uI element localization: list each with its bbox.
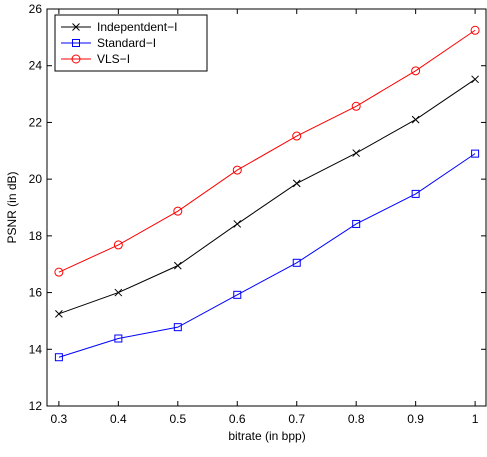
series-1 — [54, 149, 480, 362]
x-tick-label: 0.4 — [110, 412, 127, 426]
y-axis-label: PSNR (in dB) — [5, 171, 19, 243]
data-point-b — [352, 149, 361, 157]
x-axis-label: bitrate (in bpp) — [228, 429, 305, 443]
x-tick-label: 0.6 — [229, 412, 246, 426]
data-point — [114, 334, 123, 343]
legend-label: Indepentdent−I — [97, 20, 177, 34]
x-tick-label: 1 — [472, 412, 479, 426]
x-tick-label: 0.8 — [348, 412, 365, 426]
data-point — [233, 290, 242, 299]
y-tick-label: 22 — [29, 115, 43, 129]
series-line — [58, 153, 476, 358]
plot-frame — [46, 8, 487, 407]
legend-label: Standard−I — [97, 36, 156, 50]
y-tick-label: 14 — [29, 342, 43, 356]
data-point — [292, 131, 302, 141]
data-point — [352, 219, 361, 228]
data-point — [173, 323, 182, 332]
series-line — [58, 78, 476, 315]
legend-label: VLS−I — [97, 52, 130, 66]
y-tick-label: 20 — [29, 172, 43, 186]
series-0 — [55, 75, 479, 318]
data-point — [351, 101, 361, 111]
y-tick-label: 16 — [29, 286, 43, 300]
data-point — [232, 165, 242, 175]
x-tick-label: 0.3 — [51, 412, 68, 426]
x-tick-label: 0.9 — [407, 412, 424, 426]
data-point — [173, 206, 183, 216]
data-point — [411, 66, 421, 76]
legend-marker — [72, 39, 80, 47]
data-point — [411, 189, 420, 198]
y-tick-label: 12 — [29, 399, 43, 413]
data-point — [54, 267, 64, 277]
data-point-b — [55, 309, 63, 318]
data-point — [471, 149, 480, 158]
legend-marker — [71, 54, 81, 64]
series-line — [58, 29, 476, 273]
data-point — [54, 353, 63, 362]
data-point — [113, 240, 123, 250]
data-point-b — [233, 220, 242, 228]
data-point-b — [471, 75, 479, 84]
data-point-b — [292, 179, 301, 188]
x-tick-label: 0.5 — [169, 412, 186, 426]
legend: Indepentdent−I Standard−I VLS−I — [54, 14, 208, 72]
series-2 — [54, 25, 480, 277]
data-point — [470, 25, 480, 35]
y-tick-label: 18 — [29, 229, 43, 243]
y-tick-label: 26 — [29, 2, 43, 16]
y-tick-label: 24 — [29, 59, 43, 73]
data-point-b — [114, 288, 123, 297]
x-tick-label: 0.7 — [288, 412, 305, 426]
legend-marker-b — [72, 23, 80, 31]
data-point-b — [173, 261, 182, 270]
data-point-b — [411, 115, 420, 124]
data-point — [292, 258, 301, 267]
